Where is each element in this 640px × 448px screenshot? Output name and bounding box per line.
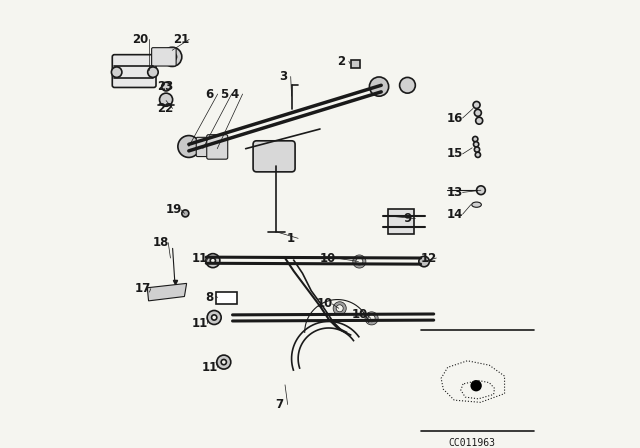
Circle shape bbox=[206, 254, 220, 267]
Text: 16: 16 bbox=[447, 112, 463, 125]
FancyBboxPatch shape bbox=[112, 55, 156, 87]
Text: 2: 2 bbox=[337, 55, 345, 68]
Circle shape bbox=[473, 101, 480, 108]
Text: 9: 9 bbox=[403, 212, 412, 225]
Text: 11: 11 bbox=[202, 361, 218, 374]
Text: 21: 21 bbox=[173, 33, 189, 46]
Circle shape bbox=[476, 152, 481, 157]
Circle shape bbox=[477, 186, 485, 194]
FancyBboxPatch shape bbox=[207, 135, 228, 159]
Text: 19: 19 bbox=[165, 203, 182, 216]
Wedge shape bbox=[333, 302, 346, 315]
Circle shape bbox=[111, 67, 122, 78]
Polygon shape bbox=[147, 284, 187, 301]
Circle shape bbox=[163, 47, 182, 66]
Text: 15: 15 bbox=[447, 147, 463, 160]
Circle shape bbox=[159, 93, 173, 106]
Ellipse shape bbox=[472, 202, 481, 207]
Circle shape bbox=[182, 210, 189, 217]
Circle shape bbox=[369, 77, 388, 96]
Text: 10: 10 bbox=[351, 308, 367, 321]
Circle shape bbox=[419, 256, 429, 267]
FancyBboxPatch shape bbox=[152, 47, 176, 66]
Circle shape bbox=[474, 142, 479, 147]
Circle shape bbox=[207, 310, 221, 324]
Text: CC011963: CC011963 bbox=[448, 438, 495, 448]
Text: 12: 12 bbox=[420, 251, 436, 264]
Bar bbox=[351, 60, 360, 68]
Circle shape bbox=[162, 82, 170, 91]
Circle shape bbox=[399, 78, 415, 93]
Text: 17: 17 bbox=[135, 282, 151, 295]
Bar bbox=[216, 292, 237, 304]
Bar bbox=[388, 209, 414, 234]
Circle shape bbox=[472, 137, 478, 142]
Text: 5: 5 bbox=[220, 87, 228, 100]
Circle shape bbox=[221, 359, 227, 365]
Wedge shape bbox=[365, 312, 378, 325]
Text: 7: 7 bbox=[276, 398, 284, 411]
Circle shape bbox=[178, 136, 200, 157]
Circle shape bbox=[476, 117, 483, 124]
Text: 6: 6 bbox=[205, 87, 214, 100]
Text: 1: 1 bbox=[286, 232, 294, 245]
Circle shape bbox=[168, 52, 177, 61]
FancyBboxPatch shape bbox=[253, 141, 295, 172]
Circle shape bbox=[212, 315, 217, 320]
Circle shape bbox=[470, 380, 482, 392]
Text: 20: 20 bbox=[132, 33, 149, 46]
Circle shape bbox=[217, 355, 231, 369]
FancyBboxPatch shape bbox=[196, 138, 210, 156]
Text: 22: 22 bbox=[157, 102, 173, 115]
Text: 3: 3 bbox=[279, 70, 287, 83]
Text: 18: 18 bbox=[152, 236, 168, 249]
Text: 11: 11 bbox=[191, 251, 208, 264]
Text: 4: 4 bbox=[230, 87, 239, 100]
Circle shape bbox=[148, 67, 158, 78]
Text: 8: 8 bbox=[205, 291, 214, 304]
Text: 10: 10 bbox=[320, 251, 336, 264]
Circle shape bbox=[210, 258, 216, 263]
Circle shape bbox=[474, 147, 479, 152]
Text: 11: 11 bbox=[191, 317, 208, 330]
Wedge shape bbox=[353, 255, 366, 268]
Text: 10: 10 bbox=[316, 297, 333, 310]
Circle shape bbox=[474, 109, 481, 116]
Text: 13: 13 bbox=[447, 186, 463, 199]
Text: 23: 23 bbox=[157, 80, 173, 93]
Text: 14: 14 bbox=[447, 208, 463, 221]
